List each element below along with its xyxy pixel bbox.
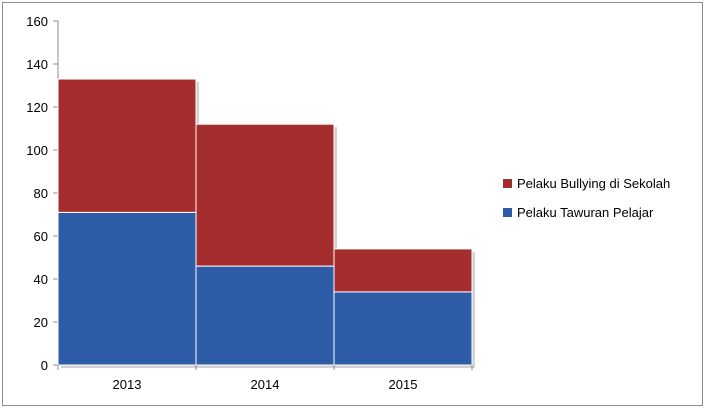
bar-segment-2014-tawuran <box>195 265 335 366</box>
stacked-bar-chart: 0 20 40 60 80 100 120 140 160 2013 2014 2015 Pelaku … <box>26 14 670 392</box>
y-tick-label: 40 <box>34 272 48 287</box>
y-tick-label: 100 <box>26 143 48 158</box>
x-tick-label-2014: 2014 <box>251 377 280 392</box>
y-tick-label: 140 <box>26 57 48 72</box>
y-tick-label: 0 <box>41 358 48 373</box>
x-tick-label-2013: 2013 <box>113 377 142 392</box>
legend-swatch-tawuran <box>503 208 512 217</box>
bar-segment-2014-bullying <box>195 123 335 267</box>
y-tick-label: 160 <box>26 14 48 29</box>
x-tick-label-2015: 2015 <box>389 377 418 392</box>
legend-swatch-bullying <box>503 179 512 188</box>
y-tick-label: 80 <box>34 186 48 201</box>
bar-segment-2015-bullying <box>333 248 473 293</box>
y-tick-label: 20 <box>34 315 48 330</box>
bar-segment-2013-tawuran <box>57 211 197 366</box>
y-tick-label: 120 <box>26 100 48 115</box>
legend-label-tawuran: Pelaku Tawuran Pelajar <box>517 205 654 220</box>
legend-label-bullying: Pelaku Bullying di Sekolah <box>517 176 670 191</box>
y-tick-label: 60 <box>34 229 48 244</box>
bar-segment-2015-tawuran <box>333 291 473 366</box>
chart-frame: 0 20 40 60 80 100 120 140 160 2013 2014 2015 Pelaku … <box>2 2 703 406</box>
bar-segment-2013-bullying <box>57 78 197 213</box>
